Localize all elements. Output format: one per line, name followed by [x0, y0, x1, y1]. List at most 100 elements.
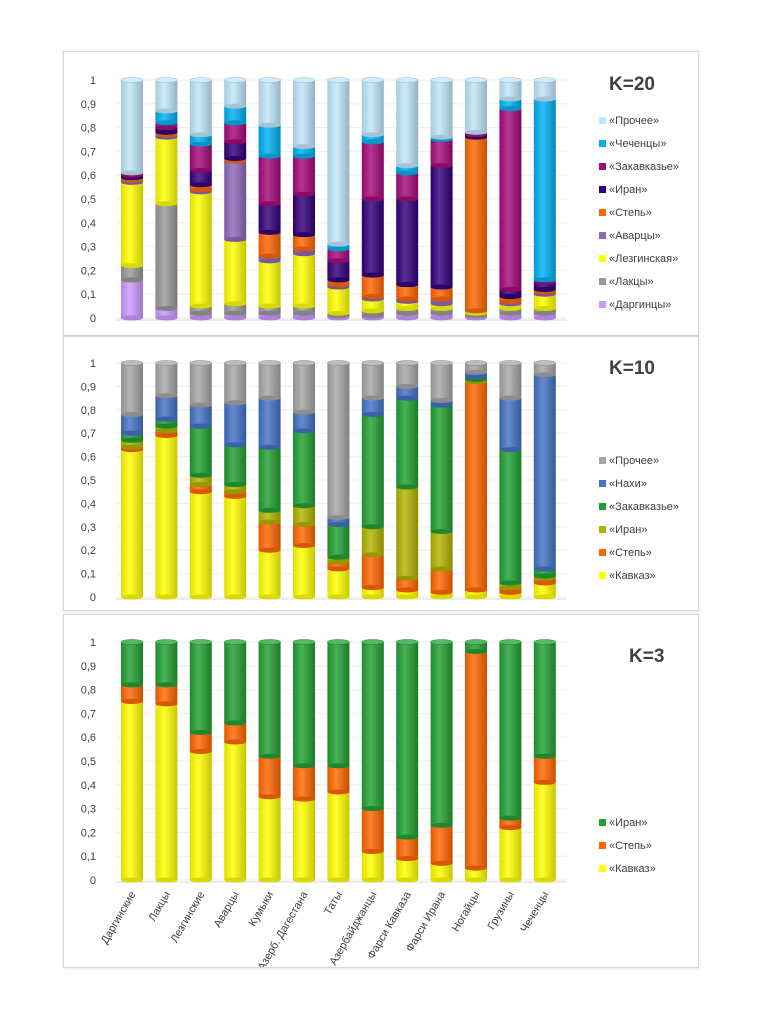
y-tick-label: 1 [90, 75, 96, 87]
category-label: Лакцы [146, 889, 173, 923]
bar-segment-edge-0-7-7 [361, 139, 384, 145]
chart-title: K=20 [609, 74, 655, 95]
bar-segment-0-12-5 [533, 282, 556, 290]
bar-segment-1-2-4 [189, 405, 212, 427]
bar-segment-edge-0-3-8 [224, 103, 247, 109]
bar-segment-edge-1-4-0 [258, 594, 281, 600]
legend-swatch [599, 572, 606, 579]
bar-segment-1-2-1 [189, 484, 212, 492]
bar-segment-0-11-5 [499, 289, 522, 297]
bar-segment-edge-2-8-1 [396, 856, 419, 862]
bar-segment-edge-0-2-8 [189, 132, 212, 138]
category-label: Ногайцы [450, 889, 483, 933]
bar-segment-2-8-0 [396, 858, 419, 880]
bar-segment-1-5-0 [293, 545, 315, 597]
bar-segment-0-10-8 [465, 80, 487, 133]
bar-segment-edge-1-0-5 [121, 411, 143, 417]
bar-segment-1-10-5 [465, 363, 487, 373]
bar-segment-2-2-1 [189, 732, 212, 752]
legend-label: «Прочее» [609, 115, 659, 127]
bar-segment-edge-0-2-7 [189, 141, 212, 147]
category-label: Грузины [486, 889, 517, 931]
bar-segment-1-11-4 [499, 398, 522, 450]
bar-segment-2-6-1 [327, 765, 350, 792]
bar-segment-1-11-3 [499, 449, 522, 583]
legend-label: «Степь» [609, 207, 652, 219]
bar-segment-0-3-3 [224, 160, 247, 240]
bar-segment-1-2-2 [189, 475, 212, 485]
bar-segment-0-3-2 [224, 239, 247, 304]
y-tick-label: 0,8 [81, 123, 96, 135]
bar-top-cap-2-6 [327, 639, 350, 645]
bar-segment-1-8-2 [396, 487, 419, 579]
bar-segment-edge-0-8-1 [396, 310, 419, 316]
bar-segment-edge-1-4-2 [258, 519, 281, 525]
bar-segment-edge-1-8-1 [396, 587, 419, 593]
bar-segment-edge-1-12-4 [533, 566, 556, 572]
bar-segment-2-0-2 [121, 642, 143, 685]
bar-segment-edge-0-11-8 [499, 96, 522, 102]
bar-segment-0-0-2 [121, 182, 143, 266]
bar-segment-1-6-1 [327, 561, 350, 569]
bar-segment-edge-1-10-1 [465, 587, 487, 593]
legend-label: «Лезгинская» [609, 253, 678, 265]
bar-segment-0-3-7 [224, 106, 247, 123]
y-tick-label: 0 [90, 592, 96, 604]
legend-swatch [599, 301, 606, 308]
bar-segment-edge-2-2-0 [189, 877, 212, 883]
bar-segment-0-3-6 [224, 122, 247, 142]
category-label: Чеченцы [518, 889, 551, 934]
bar-segment-edge-1-12-3 [533, 573, 556, 579]
bar-segment-edge-2-0-0 [121, 877, 143, 883]
bar-segment-0-2-6 [189, 144, 212, 171]
bar-segment-edge-2-1-1 [155, 701, 178, 707]
bar-top-cap-2-2 [189, 639, 213, 645]
bar-top-cap-2-0 [120, 639, 144, 645]
bar-segment-edge-2-0-2 [121, 682, 143, 688]
y-tick-label: 0,5 [81, 475, 96, 487]
bar-segment-edge-1-2-5 [189, 402, 212, 408]
legend-swatch [599, 117, 606, 124]
bar-segment-2-3-1 [224, 722, 247, 742]
bar-segment-edge-1-1-1 [155, 433, 178, 439]
y-tick-label: 0,7 [81, 708, 96, 720]
y-tick-label: 0,7 [81, 146, 96, 158]
bar-segment-0-4-1 [258, 306, 281, 314]
bar-segment-1-10-1 [465, 381, 487, 590]
bar-segment-1-10-0 [465, 589, 487, 597]
bar-segment-0-5-5 [293, 194, 315, 235]
bar-segment-edge-1-10-5 [465, 369, 487, 375]
bar-segment-edge-2-9-2 [430, 822, 453, 828]
bar-segment-0-4-2 [258, 260, 281, 307]
bar-segment-edge-0-11-2 [499, 305, 522, 311]
bar-top-cap-0-7 [361, 77, 385, 83]
bar-segment-edge-0-7-5 [361, 272, 384, 278]
bar-segment-edge-1-1-2 [155, 428, 178, 434]
bar-segment-edge-2-3-0 [224, 877, 247, 883]
y-tick-label: 0,3 [81, 804, 96, 816]
bar-segment-edge-0-3-7 [224, 120, 247, 126]
chart-k10: 0 0,1 0,2 0,3 0,4 0,5 0,6 0,7 0,8 0,9 1 K=10 «Прочее… [81, 358, 679, 604]
bar-segment-2-12-0 [533, 782, 556, 880]
bar-top-cap-2-9 [430, 639, 453, 645]
bar-segment-edge-2-6-0 [327, 877, 350, 883]
bar-segment-edge-2-10-2 [465, 649, 487, 655]
category-label: Даргинские [99, 890, 139, 947]
bar-segment-0-2-8 [189, 80, 212, 135]
bar-segment-edge-0-1-7 [155, 120, 178, 126]
bar-segment-edge-0-12-0 [533, 315, 556, 321]
bar-segment-edge-2-8-0 [396, 877, 419, 883]
bar-segment-edge-1-8-4 [396, 395, 419, 401]
bar-top-cap-0-4 [258, 77, 281, 83]
bar-segment-edge-0-2-0 [189, 315, 212, 321]
bar-segment-edge-0-11-0 [499, 315, 522, 321]
bar-segment-edge-0-7-6 [361, 196, 384, 202]
bar-segment-edge-1-6-3 [327, 554, 350, 560]
bar-top-cap-1-7 [361, 360, 385, 366]
bar-segment-edge-2-0-1 [121, 699, 143, 704]
y-tick-label: 0,1 [81, 569, 96, 581]
bar-segment-edge-2-1-2 [155, 682, 178, 688]
bar-segment-1-3-4 [224, 402, 247, 445]
bar-segment-1-0-5 [121, 363, 143, 415]
bar-segment-edge-0-5-7 [293, 153, 315, 159]
